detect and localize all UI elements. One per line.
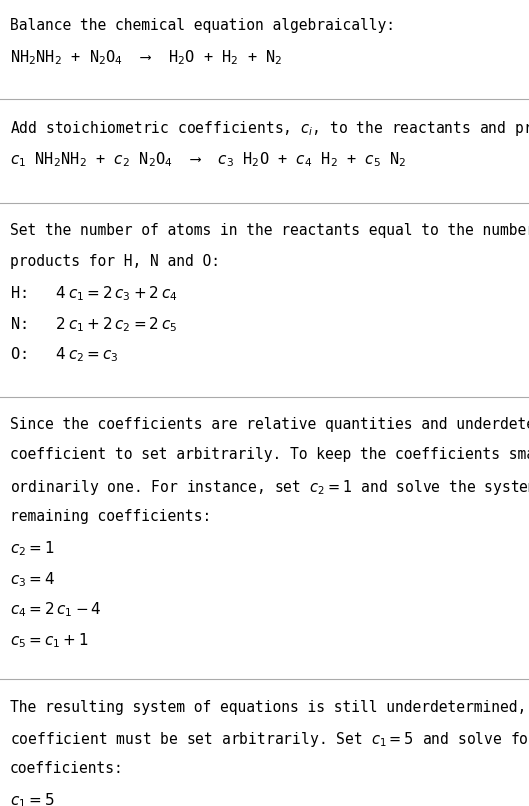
- Text: Since the coefficients are relative quantities and underdetermined, choose a: Since the coefficients are relative quan…: [10, 417, 529, 432]
- Text: $c_2 = 1$: $c_2 = 1$: [10, 539, 54, 558]
- Text: Balance the chemical equation algebraically:: Balance the chemical equation algebraica…: [10, 18, 395, 33]
- Text: $c_1$ NH$_2$NH$_2$ + $c_2$ N$_2$O$_4$  ⟶  $c_3$ H$_2$O + $c_4$ H$_2$ + $c_5$ N$_: $c_1$ NH$_2$NH$_2$ + $c_2$ N$_2$O$_4$ ⟶ …: [10, 150, 406, 168]
- Text: remaining coefficients:: remaining coefficients:: [10, 509, 211, 524]
- Text: O:   $4\,c_2 = c_3$: O: $4\,c_2 = c_3$: [10, 346, 118, 364]
- Text: $c_5 = c_1 + 1$: $c_5 = c_1 + 1$: [10, 631, 88, 650]
- Text: The resulting system of equations is still underdetermined, so an additional: The resulting system of equations is sti…: [10, 700, 529, 715]
- Text: Add stoichiometric coefficients, $c_i$, to the reactants and products:: Add stoichiometric coefficients, $c_i$, …: [10, 119, 529, 139]
- Text: N:   $2\,c_1 + 2\,c_2 = 2\,c_5$: N: $2\,c_1 + 2\,c_2 = 2\,c_5$: [10, 315, 177, 334]
- Text: ordinarily one. For instance, set $c_2 = 1$ and solve the system of equations fo: ordinarily one. For instance, set $c_2 =…: [10, 478, 529, 497]
- Text: Set the number of atoms in the reactants equal to the number of atoms in the: Set the number of atoms in the reactants…: [10, 223, 529, 239]
- Text: coefficients:: coefficients:: [10, 761, 123, 776]
- Text: products for H, N and O:: products for H, N and O:: [10, 254, 220, 269]
- Text: coefficient to set arbitrarily. To keep the coefficients small, the arbitrary va: coefficient to set arbitrarily. To keep …: [10, 447, 529, 463]
- Text: $c_4 = 2\,c_1 - 4$: $c_4 = 2\,c_1 - 4$: [10, 600, 101, 619]
- Text: $c_1 = 5$: $c_1 = 5$: [10, 791, 54, 806]
- Text: H:   $4\,c_1 = 2\,c_3 + 2\,c_4$: H: $4\,c_1 = 2\,c_3 + 2\,c_4$: [10, 285, 177, 303]
- Text: NH$_2$NH$_2$ + N$_2$O$_4$  ⟶  H$_2$O + H$_2$ + N$_2$: NH$_2$NH$_2$ + N$_2$O$_4$ ⟶ H$_2$O + H$_…: [10, 48, 282, 67]
- Text: coefficient must be set arbitrarily. Set $c_1 = 5$ and solve for the remaining: coefficient must be set arbitrarily. Set…: [10, 730, 529, 750]
- Text: $c_3 = 4$: $c_3 = 4$: [10, 570, 54, 588]
